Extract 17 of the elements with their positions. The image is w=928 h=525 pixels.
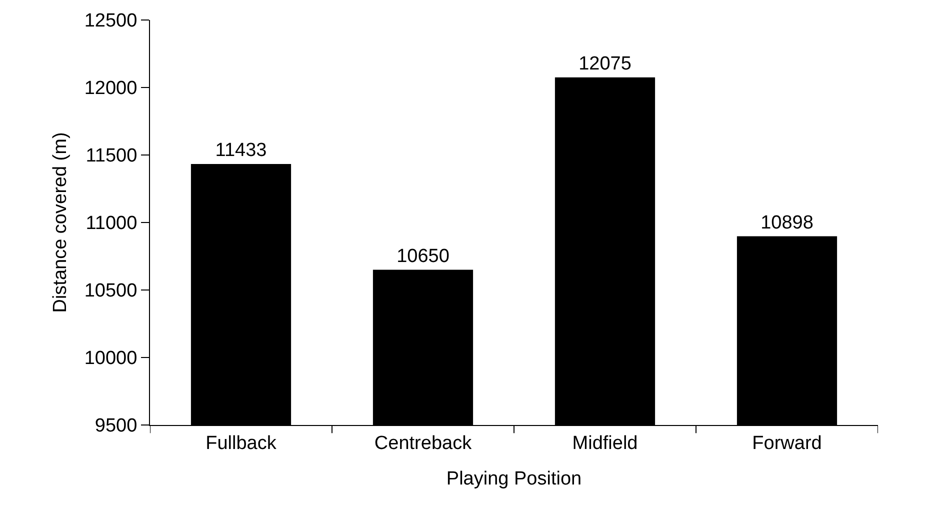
data-label: 10898	[760, 212, 814, 234]
data-label: 12075	[578, 53, 632, 74]
x-tick-label: Centreback	[374, 432, 472, 454]
y-tick-label: 10000	[84, 348, 138, 370]
x-tick-label: Forward	[752, 432, 822, 454]
y-tick-label: 11000	[86, 213, 138, 234]
data-label: 10650	[396, 246, 450, 267]
data-label: 11433	[215, 140, 267, 162]
y-tick-label: 9500	[94, 416, 138, 437]
x-axis-title: Playing Position	[446, 468, 582, 490]
y-tick-label: 12000	[84, 78, 138, 100]
y-tick-label: 10500	[84, 280, 138, 302]
y-axis-title: Distance covered (m)	[50, 132, 72, 313]
y-tick-label: 11500	[86, 146, 138, 167]
x-tick-label: Midfield	[572, 432, 638, 454]
x-tick-label: Fullback	[206, 432, 277, 454]
y-tick-label: 12500	[84, 10, 138, 32]
